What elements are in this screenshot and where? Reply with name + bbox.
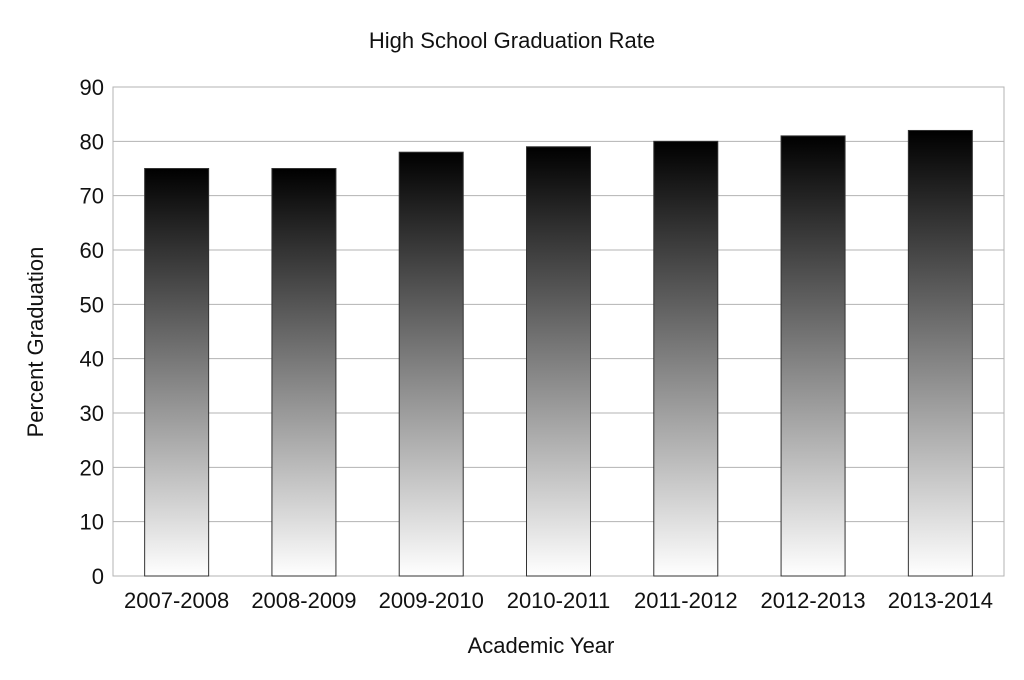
y-tick-label: 50 <box>80 292 104 317</box>
y-tick-label: 70 <box>80 184 104 209</box>
y-tick-label: 30 <box>80 401 104 426</box>
y-tick-label: 10 <box>80 510 104 535</box>
bars <box>144 129 973 577</box>
y-tick-label: 80 <box>80 129 104 154</box>
x-tick-label: 2009-2010 <box>379 588 484 613</box>
y-tick-label: 20 <box>80 455 104 480</box>
y-axis-title: Percent Graduation <box>23 247 48 438</box>
x-axis-ticks: 2007-2008 2008-2009 2009-2010 2010-2011 2011… <box>124 588 993 613</box>
y-tick-label: 0 <box>92 564 104 589</box>
x-tick-label: 2007-2008 <box>124 588 229 613</box>
x-tick-label: 2011-2012 <box>634 588 738 613</box>
bar-2009-2010 <box>398 151 464 577</box>
y-tick-label: 90 <box>80 75 104 100</box>
x-tick-label: 2012-2013 <box>760 588 865 613</box>
y-tick-label: 40 <box>80 347 104 372</box>
x-tick-label: 2010-2011 <box>507 588 611 613</box>
bar-2007-2008 <box>144 168 210 577</box>
y-axis-ticks: 0 10 20 30 40 50 60 70 80 90 <box>80 75 104 589</box>
chart-title: High School Graduation Rate <box>369 28 655 53</box>
x-tick-label: 2013-2014 <box>888 588 993 613</box>
bar-2011-2012 <box>653 140 719 577</box>
y-tick-label: 60 <box>80 238 104 263</box>
x-axis-title: Academic Year <box>468 633 615 658</box>
bar-2013-2014 <box>907 129 973 577</box>
bar-2010-2011 <box>526 146 591 577</box>
bar-2008-2009 <box>271 168 337 577</box>
bar-2012-2013 <box>780 135 846 577</box>
x-tick-label: 2008-2009 <box>251 588 356 613</box>
